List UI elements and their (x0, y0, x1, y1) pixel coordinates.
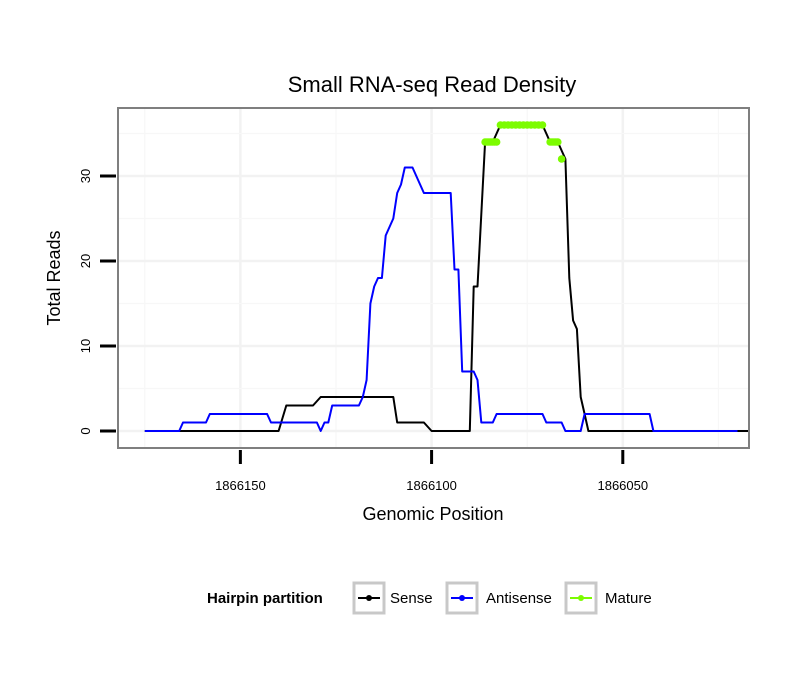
y-axis-label: Total Reads (44, 230, 64, 325)
legend-item-sense: Sense (352, 581, 433, 615)
x-axis-label: Genomic Position (362, 504, 503, 524)
data-point-mature (492, 138, 501, 146)
series-line-antisense (144, 166, 738, 432)
data-point-mature (557, 155, 566, 163)
x-tick-label: 1866050 (597, 478, 648, 493)
legend-item-mature: Mature (564, 581, 652, 615)
series-line-sense (144, 124, 749, 432)
legend-point-antisense (459, 595, 465, 601)
data-point-mature (553, 138, 562, 146)
y-axis: 0 10 20 30 (78, 169, 116, 435)
data-point-mature (538, 121, 547, 129)
series-points-mature (481, 121, 566, 163)
y-tick-label: 0 (78, 427, 93, 434)
legend: Hairpin partition Sense Antisense Mature (207, 581, 652, 615)
legend-label-antisense: Antisense (486, 590, 552, 607)
plot-panel (118, 108, 749, 448)
x-axis: 1866150 1866100 1866050 (215, 450, 648, 493)
legend-point-sense (366, 595, 372, 601)
plot-border (117, 107, 750, 449)
legend-title: Hairpin partition (207, 590, 323, 607)
y-tick-label: 10 (78, 339, 93, 353)
x-tick-label: 1866100 (406, 478, 457, 493)
legend-point-mature (578, 595, 584, 601)
grid-lines (118, 108, 749, 448)
y-tick-label: 30 (78, 169, 93, 183)
series-layer (144, 121, 749, 432)
legend-label-sense: Sense (390, 590, 433, 607)
y-tick-label: 20 (78, 254, 93, 268)
legend-label-mature: Mature (605, 590, 652, 607)
chart-title: Small RNA-seq Read Density (288, 72, 577, 97)
legend-item-antisense: Antisense (445, 581, 552, 615)
x-tick-label: 1866150 (215, 478, 266, 493)
